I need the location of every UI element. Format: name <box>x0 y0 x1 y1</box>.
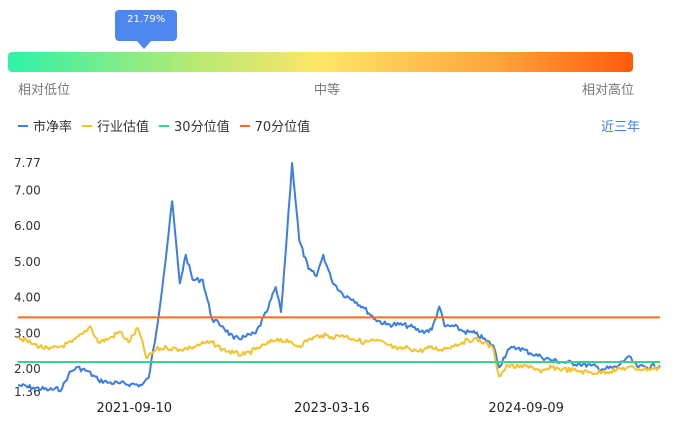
legend-label: 70分位值 <box>254 120 311 135</box>
x-tick-label: 2024-09-09 <box>488 401 564 416</box>
legend-swatch <box>159 124 170 127</box>
valuation-gauge-bar <box>8 52 633 72</box>
y-tick-label: 2.00 <box>14 362 41 376</box>
legend-item-industry[interactable]: 行业估值 <box>82 116 149 135</box>
period-selector[interactable]: 近三年 <box>600 120 640 135</box>
gauge-high-label: 相对高位 <box>582 83 635 98</box>
legend-swatch <box>18 124 28 127</box>
percentile-tooltip: 21.79% <box>115 10 178 49</box>
legend-swatch <box>82 124 93 127</box>
legend-item-pb[interactable]: 市净率 <box>18 116 72 135</box>
y-tick-label: 5.00 <box>14 255 41 269</box>
series-line-0 <box>17 162 661 393</box>
gauge-low-label: 相对低位 <box>18 83 71 98</box>
series-line-1 <box>17 325 661 378</box>
y-tick-label: 6.00 <box>14 219 41 233</box>
legend-label: 30分位值 <box>174 120 230 135</box>
y-tick-label: 7.77 <box>14 156 41 170</box>
y-tick-label: 3.00 <box>14 326 41 340</box>
legend-swatch <box>239 124 250 127</box>
x-tick-label: 2023-03-16 <box>294 401 370 416</box>
legend-item-p30[interactable]: 30分位值 <box>159 116 230 135</box>
legend-label: 市净率 <box>33 120 73 135</box>
y-tick-label: 4.00 <box>14 291 41 305</box>
x-tick-label: 2021-09-10 <box>97 401 173 416</box>
legend-label: 行业估值 <box>97 120 150 135</box>
gauge-mid-label: 中等 <box>314 83 341 98</box>
chart-legend: 市净率 行业估值 30分位值 70分位值 <box>18 116 310 135</box>
percentile-value: 21.79% <box>127 14 166 25</box>
y-tick-label: 7.00 <box>14 184 41 198</box>
legend-item-p70[interactable]: 70分位值 <box>239 116 311 135</box>
